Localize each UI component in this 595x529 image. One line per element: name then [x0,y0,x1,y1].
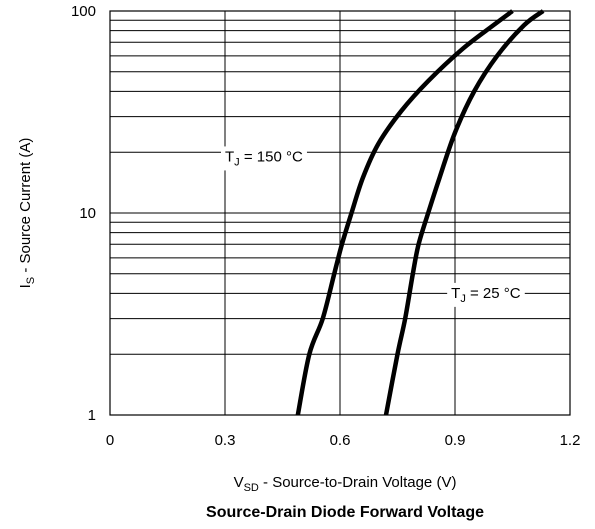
y-tick-label: 100 [71,3,96,20]
x-tick-label: 0.6 [330,432,351,449]
y-axis-title-sub: S [25,277,37,284]
curve-label-backgrounds [221,146,525,307]
series-line-2 [383,9,545,416]
series-label-background [447,282,525,307]
series-label-main: T [225,148,234,165]
series-label-2: TJ = 25 °C [451,285,521,305]
grid [109,10,571,416]
x-tick-label: 1.2 [560,432,581,449]
y-axis-title: IS - Source Current (A) [17,138,37,289]
series-label-background [221,146,307,171]
curves [295,9,545,416]
series-label-1: TJ = 150 °C [225,148,303,168]
curve-labels: TJ = 150 °CTJ = 25 °C [225,148,521,304]
series-line-1 [295,9,514,416]
x-tick-label: 0 [106,432,114,449]
x-tick-labels: 0 0.3 0.6 0.9 1.2 [106,432,581,449]
y-tick-label: 1 [88,407,96,424]
x-axis-title-main: V [234,474,244,491]
y-tick-labels: 1 10 100 [71,3,96,424]
y-tick-label: 10 [79,205,96,222]
x-tick-label: 0.9 [445,432,466,449]
x-tick-label: 0.3 [215,432,236,449]
series-label-sub: J [234,156,240,168]
x-axis-title-sub: SD [244,482,259,494]
series-label-main: T [451,285,460,302]
series-label-rest: = 150 °C [240,148,303,165]
series-label-sub: J [460,293,466,305]
x-axis-title: VSD - Source-to-Drain Voltage (V) [234,474,457,494]
chart-title: Source-Drain Diode Forward Voltage [206,504,484,521]
y-axis-title-main: I [17,284,34,288]
y-axis-title-rest: - Source Current (A) [17,138,34,277]
plot-frame [109,10,571,416]
x-axis-title-rest: - Source-to-Drain Voltage (V) [259,474,457,491]
series-label-rest: = 25 °C [466,285,521,302]
